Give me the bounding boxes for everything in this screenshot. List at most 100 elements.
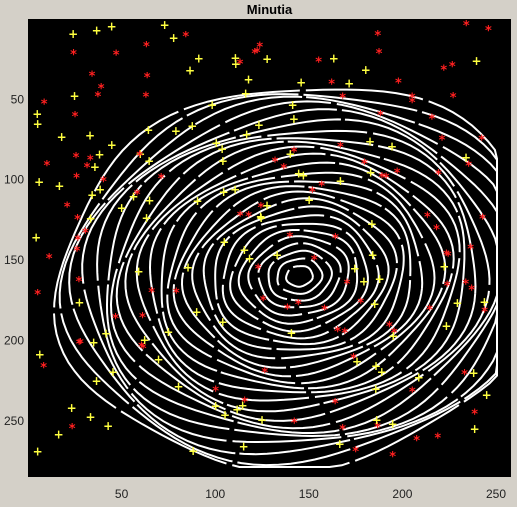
bifurcation-marker: + [231, 57, 241, 71]
bifurcation-marker: + [74, 296, 84, 310]
ridge-ending-marker: * [391, 327, 398, 342]
ridge-line [257, 242, 342, 309]
ridge-line [109, 129, 491, 430]
bifurcation-marker: + [173, 379, 183, 393]
ridge-ending-marker: * [212, 385, 219, 400]
ridge-ending-marker: * [136, 150, 143, 165]
bifurcation-marker: + [367, 217, 377, 231]
bifurcation-marker: + [91, 374, 101, 388]
ridge-ending-marker: * [377, 109, 384, 124]
bifurcation-marker: + [304, 193, 314, 207]
bifurcation-marker: + [335, 174, 345, 188]
ridge-ending-marker: * [462, 278, 469, 293]
ridge-ending-marker: * [143, 40, 150, 55]
ridge-line [166, 171, 436, 385]
ridge-ending-marker: * [461, 368, 468, 383]
ridge-ending-marker: * [337, 140, 344, 155]
ridge-ending-marker: * [471, 408, 478, 423]
bifurcation-marker: + [101, 326, 111, 340]
bifurcation-marker: + [350, 262, 360, 276]
ridge-ending-marker: * [82, 226, 89, 241]
bifurcation-marker: + [286, 326, 296, 340]
ridge-ending-marker: * [76, 338, 83, 353]
bifurcation-marker: + [257, 413, 267, 427]
x-tick-label: 50 [115, 487, 129, 501]
ridge-ending-marker: * [443, 248, 450, 263]
bifurcation-marker: + [57, 130, 67, 144]
bifurcation-marker: + [461, 150, 471, 164]
ridge-ending-marker: * [158, 172, 165, 187]
ridge-ending-marker: * [74, 245, 81, 260]
ridge-ending-marker: * [409, 92, 416, 107]
ridge-ending-marker: * [409, 386, 416, 401]
y-tick-label: 200 [4, 333, 24, 347]
bifurcation-marker: + [388, 417, 398, 431]
bifurcation-marker: + [365, 134, 375, 148]
y-tick-label: 250 [4, 414, 24, 428]
ridge-line [237, 229, 359, 325]
ridge-ending-marker: * [237, 210, 244, 225]
ridge-ending-marker: * [450, 91, 457, 106]
bifurcation-marker: + [371, 382, 381, 396]
ridge-line [172, 180, 424, 378]
ridge-ending-marker: * [478, 133, 485, 148]
minutiae-markers: *++++**+++******+**+*+**+++*++++++*+**+*… [31, 18, 492, 465]
ridge-ending-marker: * [413, 434, 420, 449]
bifurcation-marker: + [94, 148, 104, 162]
bifurcation-marker: + [368, 248, 378, 262]
bifurcation-marker: + [288, 98, 298, 112]
bifurcation-marker: + [192, 305, 202, 319]
ridge-ending-marker: * [481, 305, 488, 320]
ridge-line [221, 214, 380, 340]
ridge-ending-marker: * [260, 294, 267, 309]
ridge-line [191, 190, 405, 360]
bifurcation-marker: + [479, 295, 489, 309]
y-tick-label: 150 [4, 253, 24, 267]
bifurcation-marker: + [220, 408, 230, 422]
bifurcation-marker: + [192, 194, 202, 208]
ridge-ending-marker: * [148, 286, 155, 301]
ridge-line [247, 235, 350, 317]
ridge-line [135, 145, 461, 402]
ridge-ending-marker: * [64, 201, 71, 216]
ridge-ending-marker: * [134, 188, 141, 203]
ridge-line [58, 93, 498, 467]
ridge-ending-marker: * [70, 48, 77, 63]
figure-title: Minutia [246, 2, 293, 17]
bifurcation-marker: + [135, 147, 145, 161]
ridge-ending-marker: * [182, 30, 189, 45]
ridge-ending-marker: * [100, 175, 107, 190]
ridge-ending-marker: * [434, 431, 441, 446]
ridge-ending-marker: * [395, 77, 402, 92]
bifurcation-marker: + [296, 76, 306, 90]
ridge-ending-marker: * [41, 98, 48, 113]
ridge-ending-marker: * [485, 24, 492, 39]
ridge-ending-marker: * [272, 155, 279, 170]
bifurcation-marker: + [242, 128, 252, 142]
ridge-ending-marker: * [344, 277, 351, 292]
ridge-ending-marker: * [465, 160, 472, 175]
bifurcation-marker: + [272, 248, 282, 262]
bifurcation-marker: + [218, 315, 228, 329]
bifurcation-marker: + [207, 98, 217, 112]
bifurcation-marker: + [335, 437, 345, 451]
bifurcation-marker: + [194, 52, 204, 66]
bifurcation-marker: + [211, 136, 221, 150]
ridge-ending-marker: * [309, 186, 316, 201]
bifurcation-marker: + [54, 428, 64, 442]
bifurcation-marker: + [262, 52, 272, 66]
bifurcation-marker: + [85, 410, 95, 424]
bifurcation-marker: + [69, 89, 79, 103]
ridge-ending-marker: * [332, 232, 339, 247]
bifurcation-marker: + [482, 388, 492, 402]
bifurcation-marker: + [67, 401, 77, 415]
bifurcation-marker: + [294, 166, 304, 180]
ridge-line [68, 95, 498, 456]
bifurcation-marker: + [256, 211, 266, 225]
ridge-ending-marker: * [449, 60, 456, 75]
y-tick-label: 50 [11, 92, 25, 106]
ridge-ending-marker: * [374, 29, 381, 44]
y-axis: 50 100 150 200 250 [4, 92, 24, 427]
bifurcation-marker: + [33, 445, 43, 459]
bifurcation-marker: + [160, 18, 170, 32]
